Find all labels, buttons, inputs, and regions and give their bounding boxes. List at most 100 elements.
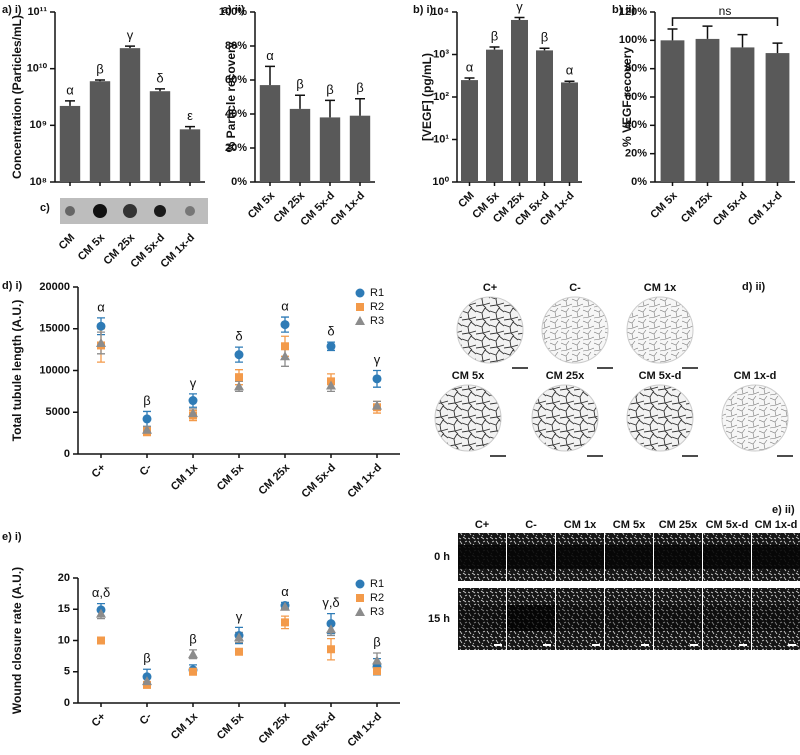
- x-tick-label: CM 5x: [215, 461, 247, 493]
- y-tick-label: 60%: [225, 74, 247, 86]
- legend-label: R1: [370, 287, 384, 299]
- y-tick-label: 15: [58, 603, 70, 615]
- point: [96, 608, 106, 618]
- x-tick-label: CM 25x: [256, 461, 292, 497]
- blot-spot: [93, 204, 107, 218]
- wound-gap: [507, 605, 555, 631]
- x-tick-label: C-: [137, 710, 154, 727]
- bar: [486, 49, 503, 182]
- bar: [561, 82, 578, 182]
- point: [97, 636, 105, 645]
- point: [326, 341, 336, 351]
- point: [142, 424, 152, 434]
- point: [235, 373, 243, 382]
- image-caption: CM 1x-d: [734, 370, 777, 382]
- point: [96, 337, 106, 347]
- tube-image: [541, 296, 609, 364]
- y-tick-label: 10¹⁰: [27, 63, 48, 75]
- error-bar: [295, 94, 305, 109]
- significance-letter: β: [356, 80, 363, 95]
- image-caption: CM 25x: [546, 370, 585, 382]
- tube-image: [721, 384, 789, 452]
- y-tick-label: 120%: [619, 6, 647, 18]
- image-caption: CM 1x: [644, 282, 677, 294]
- legend-label: R2: [370, 301, 384, 313]
- wound-gap: [605, 605, 653, 631]
- significance-letter: γ: [516, 0, 523, 14]
- point: [372, 655, 382, 665]
- wound-image: [654, 588, 702, 650]
- panel-label: a) i): [2, 4, 22, 16]
- significance-letter: γ: [236, 609, 243, 624]
- y-axis-label: Total tubule length (A.U.): [10, 300, 24, 442]
- scale-bar: [494, 644, 502, 646]
- legend-marker: [356, 594, 364, 602]
- significance-letter: δ: [327, 324, 334, 339]
- y-tick-label: 20: [58, 572, 70, 584]
- legend-marker: [355, 288, 365, 298]
- point: [234, 632, 244, 642]
- error-bar: [772, 42, 783, 54]
- legend-marker: [356, 303, 364, 311]
- panel-label: e) ii): [772, 504, 795, 516]
- error-bar: [564, 80, 575, 83]
- point: [189, 667, 197, 676]
- y-tick-label: 10000: [39, 364, 70, 376]
- y-tick-label: 10⁰: [432, 176, 449, 188]
- scale-bar: [690, 644, 698, 646]
- significance-letter: α: [566, 63, 574, 78]
- scale-bar: [739, 644, 747, 646]
- tube-image: [434, 384, 502, 452]
- significance-letter: β: [96, 61, 103, 76]
- wound-image: [605, 588, 653, 650]
- error-bar: [464, 77, 475, 81]
- significance-letter: α: [97, 299, 105, 314]
- wound-gap: [507, 545, 555, 569]
- y-tick-label: 0: [64, 448, 70, 460]
- error-bar: [355, 97, 365, 116]
- significance-letter: δ: [156, 70, 163, 85]
- significance-letter: β: [189, 631, 196, 646]
- wound-gap: [703, 545, 751, 569]
- error-bar: [265, 65, 275, 86]
- legend-label: R1: [370, 578, 384, 590]
- wound-gap: [556, 545, 604, 569]
- point: [372, 400, 382, 410]
- bar: [319, 117, 341, 182]
- significance-letter: β: [143, 651, 150, 666]
- wound-gap: [556, 605, 604, 631]
- x-tick-label: C+: [90, 711, 109, 730]
- error-bar: [185, 125, 195, 130]
- bar: [730, 47, 755, 182]
- bar: [149, 91, 171, 182]
- significance-letter: β: [373, 634, 380, 649]
- point: [326, 624, 336, 634]
- point: [327, 645, 335, 654]
- x-tick-label: CM 5x: [648, 189, 680, 221]
- wound-gap: [605, 545, 653, 569]
- image-caption: CM 5x-d: [706, 519, 749, 531]
- y-tick-label: 10⁴: [431, 6, 449, 18]
- y-tick-label: 40%: [625, 119, 647, 131]
- x-tick-label: CM 5x-d: [711, 190, 750, 229]
- significance-letter: ε: [187, 108, 193, 123]
- wound-image: [556, 588, 604, 650]
- bar: [511, 19, 528, 182]
- significance-letter: α: [281, 584, 289, 599]
- point: [188, 396, 198, 406]
- significance-label: ns: [719, 4, 732, 18]
- image-caption: CM 1x: [564, 519, 597, 531]
- panel-label: b) ii): [612, 4, 636, 16]
- image-caption: C-: [525, 519, 537, 531]
- x-tick-label: CM 5x-d: [299, 462, 338, 501]
- tube-image: [626, 384, 694, 452]
- point: [234, 381, 244, 391]
- significance-letter: γ: [374, 352, 381, 367]
- x-tick-label: CM: [456, 190, 477, 211]
- point: [326, 380, 336, 390]
- error-bar: [95, 79, 105, 82]
- y-tick-label: 0: [64, 697, 70, 709]
- y-tick-label: 100%: [619, 34, 647, 46]
- y-tick-label: 5000: [46, 406, 70, 418]
